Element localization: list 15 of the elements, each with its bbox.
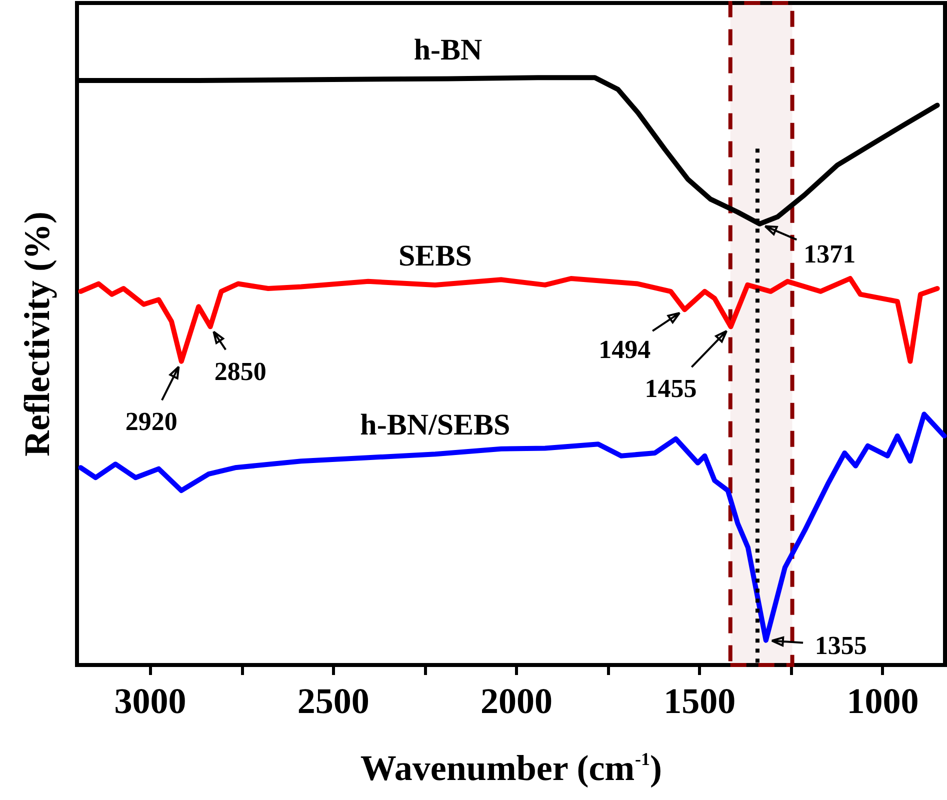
annotation: 2920 [125,406,178,436]
x-tick-label: 2500 [297,681,370,721]
annotation: 1455 [644,374,697,404]
annotation: 1355 [814,630,867,660]
annotation: 1494 [598,335,651,364]
series-label: SEBS [398,239,472,272]
annotation: 1371 [804,239,856,268]
series-label: h-BN [414,33,483,66]
series-label: h-BN/SEBS [360,408,510,442]
x-tick-label: 1000 [846,681,919,721]
y-axis-title: Reflectivity (%) [17,212,57,456]
x-tick-label: 3000 [114,681,186,721]
annotation: 2850 [214,357,266,386]
x-tick-label: 2000 [480,681,552,721]
x-tick-label: 1500 [664,681,736,721]
